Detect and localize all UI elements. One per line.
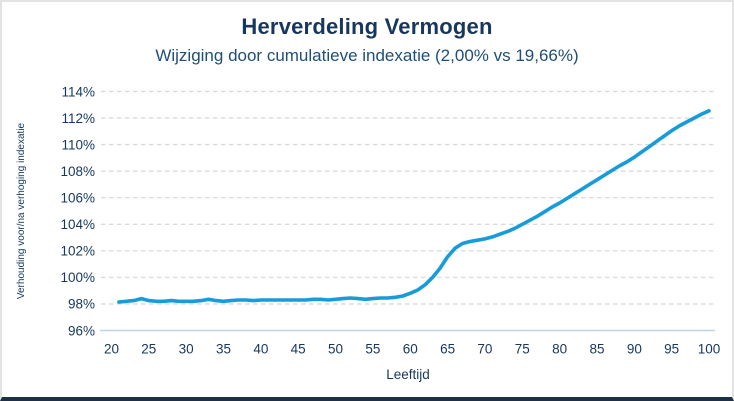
x-tick-label: 50 [328,342,343,357]
y-tick-label: 102% [60,244,95,259]
x-tick-label: 60 [403,342,418,357]
x-tick-label: 100 [698,342,721,357]
x-tick-label: 40 [253,342,268,357]
y-tick-label: 98% [68,297,95,312]
y-tick-label: 108% [60,164,95,179]
x-tick-label: 85 [589,342,604,357]
x-tick-label: 25 [141,342,156,357]
x-tick-label: 80 [552,342,567,357]
chart-title: Herverdeling Vermogen [241,14,493,39]
y-tick-label: 96% [68,323,95,338]
y-tick-label: 110% [61,137,95,152]
x-axis-title: Leeftijd [386,367,430,382]
y-axis-title: Verhouding voor/na verhoging indexatie [16,122,27,299]
y-tick-label: 114% [61,84,95,99]
x-tick-label: 75 [515,342,530,357]
x-tick-label: 95 [664,342,679,357]
x-tick-label: 30 [179,342,194,357]
x-tick-label: 90 [627,342,642,357]
x-tick-label: 55 [365,342,380,357]
x-tick-label: 20 [104,342,119,357]
y-tick-label: 106% [60,191,95,206]
chart-subtitle: Wijziging door cumulatieve indexatie (2,… [155,46,579,65]
y-tick-label: 112% [61,111,95,126]
x-tick-label: 35 [216,342,231,357]
y-tick-label: 104% [60,217,95,232]
series-line [117,109,711,304]
x-tick-label: 65 [440,342,455,357]
x-tick-label: 70 [477,342,492,357]
y-tick-label: 100% [60,270,95,285]
x-tick-label: 45 [291,342,306,357]
